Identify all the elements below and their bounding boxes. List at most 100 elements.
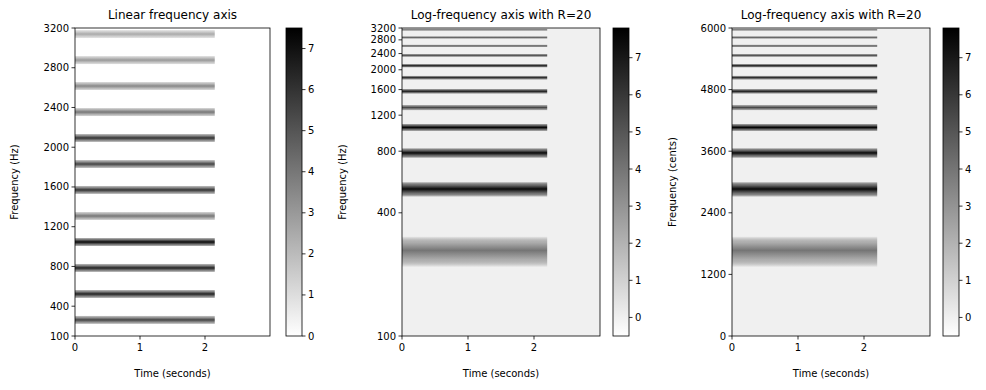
x-tick: [468, 336, 469, 340]
colorbar-tick-label: 6: [965, 89, 971, 100]
y-tick: [729, 336, 733, 337]
figure: 012100400800120016002000240028003200Line…: [0, 0, 986, 390]
y-tick: [399, 151, 403, 152]
x-tick-label: 0: [399, 342, 405, 353]
x-tick-label: 0: [729, 342, 735, 353]
y-tick: [72, 336, 76, 337]
colorbar-tick-label: 4: [308, 166, 314, 177]
plot-background: [732, 28, 930, 336]
colorbar-tick: [629, 206, 633, 207]
harmonic-band: [732, 75, 877, 79]
x-tick: [140, 336, 141, 340]
colorbar-tick-label: 3: [635, 201, 641, 212]
colorbar-tick-label: 7: [965, 52, 971, 63]
colorbar-tick: [629, 94, 633, 95]
subplot: 012100400800120016002000240028003200Line…: [9, 8, 314, 379]
y-tick-label: 800: [50, 261, 69, 272]
y-tick-label: 1200: [44, 221, 69, 232]
colorbar-tick: [959, 131, 963, 132]
colorbar-tick: [959, 169, 963, 170]
x-tick: [534, 336, 535, 340]
colorbar-tick-label: 2: [635, 238, 641, 249]
plot-frame: [732, 28, 930, 336]
y-tick: [399, 115, 403, 116]
colorbar-tick: [629, 243, 633, 244]
harmonic-band: [732, 182, 877, 197]
harmonic-band: [732, 44, 877, 47]
y-tick: [729, 274, 733, 275]
y-tick-label: 3200: [44, 23, 69, 34]
bands: [75, 30, 215, 325]
colorbar-tick-label: 0: [308, 331, 314, 342]
bands: [732, 28, 877, 267]
harmonic-band: [402, 236, 547, 267]
y-tick-label: 1200: [701, 269, 726, 280]
colorbar-tick: [302, 336, 306, 337]
x-tick: [798, 336, 799, 340]
colorbar-tick-label: 1: [308, 289, 314, 300]
plot-background: [75, 28, 270, 336]
harmonic-band: [402, 44, 547, 47]
colorbar-tick: [302, 253, 306, 254]
colorbar: [943, 28, 959, 336]
y-tick: [72, 186, 76, 187]
colorbar-tick: [629, 131, 633, 132]
colorbar-tick-label: 3: [965, 201, 971, 212]
y-tick: [72, 147, 76, 148]
x-tick: [732, 336, 733, 340]
bands: [402, 28, 547, 267]
colorbar-tick-label: 3: [308, 207, 314, 218]
y-tick: [72, 28, 76, 29]
harmonic-band: [732, 54, 877, 57]
harmonic-band: [402, 28, 547, 31]
y-axis-label: Frequency (cents): [667, 137, 678, 227]
y-tick: [72, 226, 76, 227]
harmonic-band: [75, 238, 215, 247]
colorbar-tick-label: 0: [965, 312, 971, 323]
harmonic-band: [75, 108, 215, 117]
y-tick-label: 3600: [701, 146, 726, 157]
y-tick-label: 1600: [44, 181, 69, 192]
colorbar-tick-label: 6: [308, 84, 314, 95]
y-tick: [399, 212, 403, 213]
harmonic-band: [402, 75, 547, 79]
x-tick-label: 1: [137, 342, 143, 353]
harmonic-band: [402, 36, 547, 39]
colorbar: [286, 28, 302, 336]
x-tick: [864, 336, 865, 340]
colorbar-tick-label: 6: [635, 89, 641, 100]
y-tick: [72, 306, 76, 307]
colorbar-tick: [959, 280, 963, 281]
colorbar-tick-label: 2: [965, 238, 971, 249]
colorbar-tick-label: 7: [308, 43, 314, 54]
y-tick-label: 6000: [701, 23, 726, 34]
colorbar-tick: [959, 317, 963, 318]
colorbar-tick-label: 5: [308, 125, 314, 136]
y-tick-label: 100: [50, 331, 69, 342]
y-tick: [399, 28, 403, 29]
y-tick-label: 4800: [701, 84, 726, 95]
x-tick-label: 0: [72, 342, 78, 353]
harmonic-band: [75, 185, 215, 194]
y-tick-label: 2800: [44, 62, 69, 73]
harmonic-band: [75, 263, 215, 272]
subplot: 012012002400360048006000Log-frequency ax…: [667, 8, 971, 379]
harmonic-band: [402, 89, 547, 94]
y-tick-label: 1200: [371, 110, 396, 121]
y-tick-label: 3200: [371, 23, 396, 34]
harmonic-band: [732, 89, 877, 94]
plot-frame: [402, 28, 600, 336]
harmonic-band: [732, 148, 877, 158]
y-tick: [399, 89, 403, 90]
title: Log-frequency axis with R=20: [411, 8, 592, 22]
x-tick-label: 2: [531, 342, 537, 353]
colorbar-tick-label: 2: [308, 248, 314, 259]
y-tick-label: 400: [50, 301, 69, 312]
x-tick: [402, 336, 403, 340]
y-tick: [729, 212, 733, 213]
x-tick-label: 2: [861, 342, 867, 353]
x-tick-label: 1: [465, 342, 471, 353]
harmonic-band: [75, 212, 215, 221]
colorbar-tick: [959, 206, 963, 207]
x-axis-label: Time (seconds): [792, 368, 869, 379]
